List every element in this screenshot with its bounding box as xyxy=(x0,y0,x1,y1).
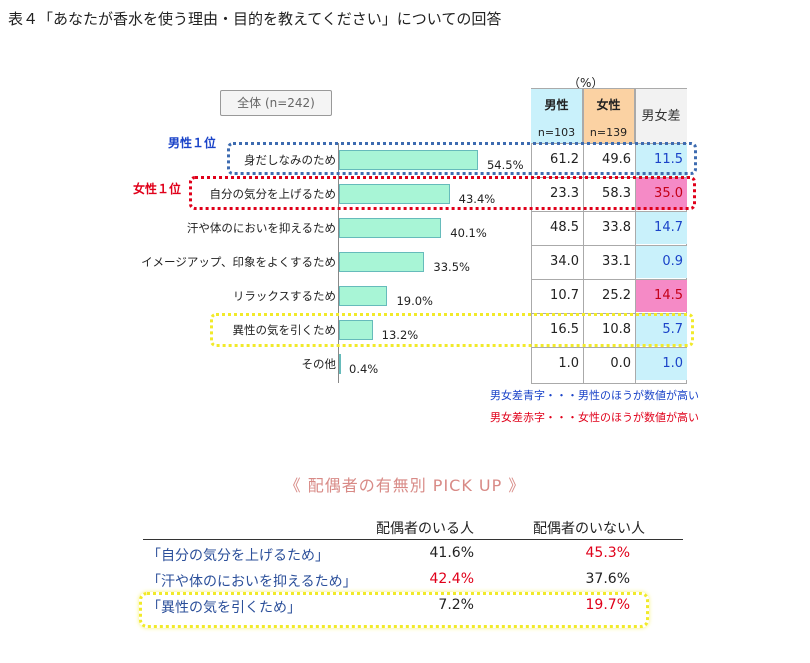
header-male-n: n=103 xyxy=(537,126,576,139)
diff-value: 14.7 xyxy=(636,212,687,244)
diff-value: 0.9 xyxy=(636,246,687,278)
category-label: リラックスするため xyxy=(232,289,336,303)
male-value: 48.5 xyxy=(550,220,579,235)
table-row-divider xyxy=(531,347,687,348)
pickup-without-value: 45.3% xyxy=(585,545,630,561)
diff-value: 11.5 xyxy=(636,144,687,176)
pickup-header-without-spouse: 配偶者のいない人 xyxy=(533,521,645,537)
bar-value-label: 40.1% xyxy=(450,226,487,240)
header-female-n: n=139 xyxy=(589,126,628,139)
female-rank-label: 女性１位 xyxy=(133,182,182,196)
female-value: 49.6 xyxy=(602,152,631,167)
male-value: 23.3 xyxy=(550,186,579,201)
bar-value-label: 43.4% xyxy=(458,192,496,206)
bar-value-label: 0.4% xyxy=(349,362,379,376)
table-row-divider xyxy=(531,245,687,246)
header-female-label: 女性 xyxy=(596,98,621,112)
category-label: 汗や体のにおいを抑えるため xyxy=(186,221,336,235)
male-value: 1.0 xyxy=(558,356,579,371)
diff-value: 14.5 xyxy=(636,280,687,312)
table-col-divider xyxy=(635,89,636,383)
diff-value: 1.0 xyxy=(636,348,687,380)
category-label: 自分の気分を上げるため xyxy=(209,187,337,201)
pickup-row-label: 「異性の気を引くため」 xyxy=(147,600,301,616)
header-female: 女性 n=139 xyxy=(583,89,635,143)
pickup-header-with-spouse: 配偶者のいる人 xyxy=(376,521,474,537)
note-blue: 男女差青字・・・男性のほうが数値が高い xyxy=(490,389,699,402)
female-value: 25.2 xyxy=(602,288,631,303)
highlight-female-top xyxy=(189,176,696,210)
female-value: 10.8 xyxy=(602,322,631,337)
bar-value-label: 13.2% xyxy=(381,328,419,342)
pickup-without-value: 37.6% xyxy=(585,571,630,587)
bar-axis xyxy=(338,143,339,383)
category-label: イメージアップ、印象をよくするため xyxy=(141,255,336,269)
female-value: 33.8 xyxy=(602,220,631,235)
table-row-divider xyxy=(531,211,687,212)
page-title: 表４「あなたが香水を使う理由・目的を教えてください」についての回答 xyxy=(8,10,502,28)
bar xyxy=(339,286,388,306)
male-value: 34.0 xyxy=(550,254,579,269)
male-rank-label: 男性１位 xyxy=(168,136,217,150)
bar xyxy=(339,354,341,374)
male-value: 10.7 xyxy=(550,288,579,303)
table-col-divider xyxy=(583,89,584,383)
pickup-with-value: 42.4% xyxy=(429,571,474,587)
female-value: 33.1 xyxy=(602,254,631,269)
note-red: 男女差赤字・・・女性のほうが数値が高い xyxy=(490,411,699,424)
bar-value-label: 54.5% xyxy=(486,158,524,172)
header-male-label: 男性 xyxy=(544,98,569,112)
highlight-male-top xyxy=(227,142,697,175)
category-label: その他 xyxy=(301,357,337,371)
bar xyxy=(339,320,373,340)
bar xyxy=(339,252,425,272)
category-label: 身だしなみのため xyxy=(244,153,336,167)
bar xyxy=(339,150,478,170)
highlight-opposite-sex xyxy=(210,313,694,347)
pickup-row-label: 「自分の気分を上げるため」 xyxy=(147,548,329,564)
male-value: 16.5 xyxy=(550,322,579,337)
female-value: 0.0 xyxy=(610,356,631,371)
pickup-row-label: 「汗や体のにおいを抑えるため」 xyxy=(147,574,357,590)
bar xyxy=(339,184,450,204)
pickup-with-value: 41.6% xyxy=(429,545,474,561)
female-value: 58.3 xyxy=(602,186,631,201)
pickup-title: 《 配偶者の有無別 PICK UP 》 xyxy=(284,476,526,495)
pickup-without-value: 19.7% xyxy=(585,597,630,613)
total-sample-label: 全体 (n=242) xyxy=(220,90,332,116)
bar xyxy=(339,218,442,238)
bar-value-label: 19.0% xyxy=(396,294,433,308)
highlight-pickup-opposite-sex xyxy=(139,592,649,628)
unit-label: （%） xyxy=(568,76,604,90)
male-value: 61.2 xyxy=(550,152,579,167)
header-diff-label: 男女差 xyxy=(641,109,681,124)
table-row-divider xyxy=(531,279,687,280)
header-male: 男性 n=103 xyxy=(531,89,583,143)
pickup-rule xyxy=(143,539,683,540)
diff-value: 35.0 xyxy=(636,178,687,210)
diff-value: 5.7 xyxy=(636,314,687,346)
header-diff: 男女差 xyxy=(635,89,687,143)
pickup-with-value: 7.2% xyxy=(438,597,474,613)
bar-value-label: 33.5% xyxy=(433,260,470,274)
category-label: 異性の気を引くため xyxy=(232,323,337,337)
